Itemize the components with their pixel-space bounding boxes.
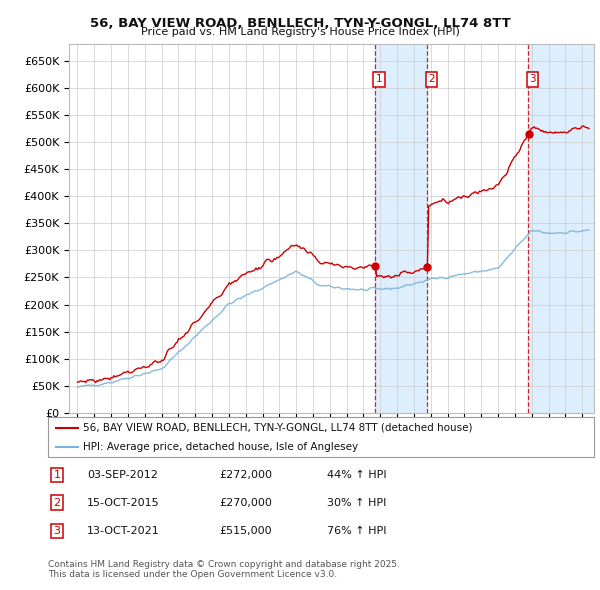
Text: £272,000: £272,000: [219, 470, 272, 480]
Text: 30% ↑ HPI: 30% ↑ HPI: [327, 498, 386, 507]
Text: 1: 1: [53, 470, 61, 480]
Text: 44% ↑ HPI: 44% ↑ HPI: [327, 470, 386, 480]
Text: 3: 3: [529, 74, 536, 84]
Text: 1: 1: [376, 74, 382, 84]
Text: 3: 3: [53, 526, 61, 536]
Text: 13-OCT-2021: 13-OCT-2021: [87, 526, 160, 536]
Text: Price paid vs. HM Land Registry's House Price Index (HPI): Price paid vs. HM Land Registry's House …: [140, 27, 460, 37]
Text: 15-OCT-2015: 15-OCT-2015: [87, 498, 160, 507]
Text: £515,000: £515,000: [219, 526, 272, 536]
Text: 03-SEP-2012: 03-SEP-2012: [87, 470, 158, 480]
Bar: [528, 44, 594, 413]
Text: 56, BAY VIEW ROAD, BENLLECH, TYN-Y-GONGL, LL74 8TT (detached house): 56, BAY VIEW ROAD, BENLLECH, TYN-Y-GONGL…: [83, 422, 473, 432]
Text: 56, BAY VIEW ROAD, BENLLECH, TYN-Y-GONGL, LL74 8TT: 56, BAY VIEW ROAD, BENLLECH, TYN-Y-GONGL…: [89, 17, 511, 30]
Text: 2: 2: [53, 498, 61, 507]
Bar: [375, 44, 427, 413]
Text: 76% ↑ HPI: 76% ↑ HPI: [327, 526, 386, 536]
Text: Contains HM Land Registry data © Crown copyright and database right 2025.
This d: Contains HM Land Registry data © Crown c…: [48, 560, 400, 579]
Text: HPI: Average price, detached house, Isle of Anglesey: HPI: Average price, detached house, Isle…: [83, 442, 359, 452]
Text: 2: 2: [428, 74, 435, 84]
Text: £270,000: £270,000: [219, 498, 272, 507]
